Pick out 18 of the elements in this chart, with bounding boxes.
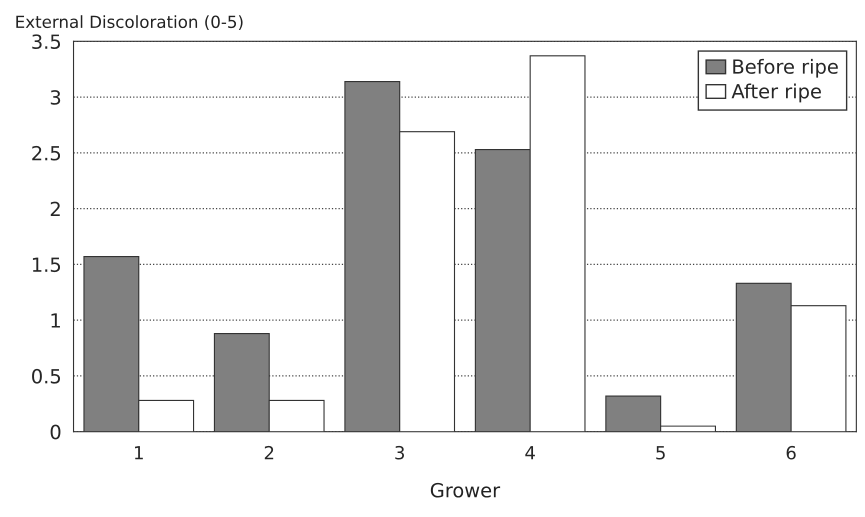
x-tick-label: 3: [395, 446, 404, 460]
y-tick-label: 3: [50, 90, 60, 105]
x-axis-title: Grower: [430, 482, 500, 498]
y-tick-label: 1: [51, 313, 60, 328]
x-tick-label: 4: [525, 446, 535, 460]
y-tick-label: 1.5: [32, 258, 60, 272]
legend-label: After ripe: [732, 84, 821, 102]
y-tick-label: 0.5: [32, 368, 60, 384]
legend-label: Before ripe: [733, 58, 838, 78]
x-tick-label: 1: [135, 446, 143, 460]
y-tick-label: 3.5: [32, 34, 60, 50]
x-tick-label: 6: [786, 446, 796, 460]
y-tick-label: 2: [50, 202, 60, 216]
x-tick-label: 2: [264, 446, 274, 460]
x-tick-label: 5: [656, 446, 665, 460]
y-axis-title: External Discoloration (0-5): [16, 15, 243, 30]
y-tick-label: 0: [50, 424, 60, 440]
y-tick-label: 2.5: [32, 146, 60, 161]
